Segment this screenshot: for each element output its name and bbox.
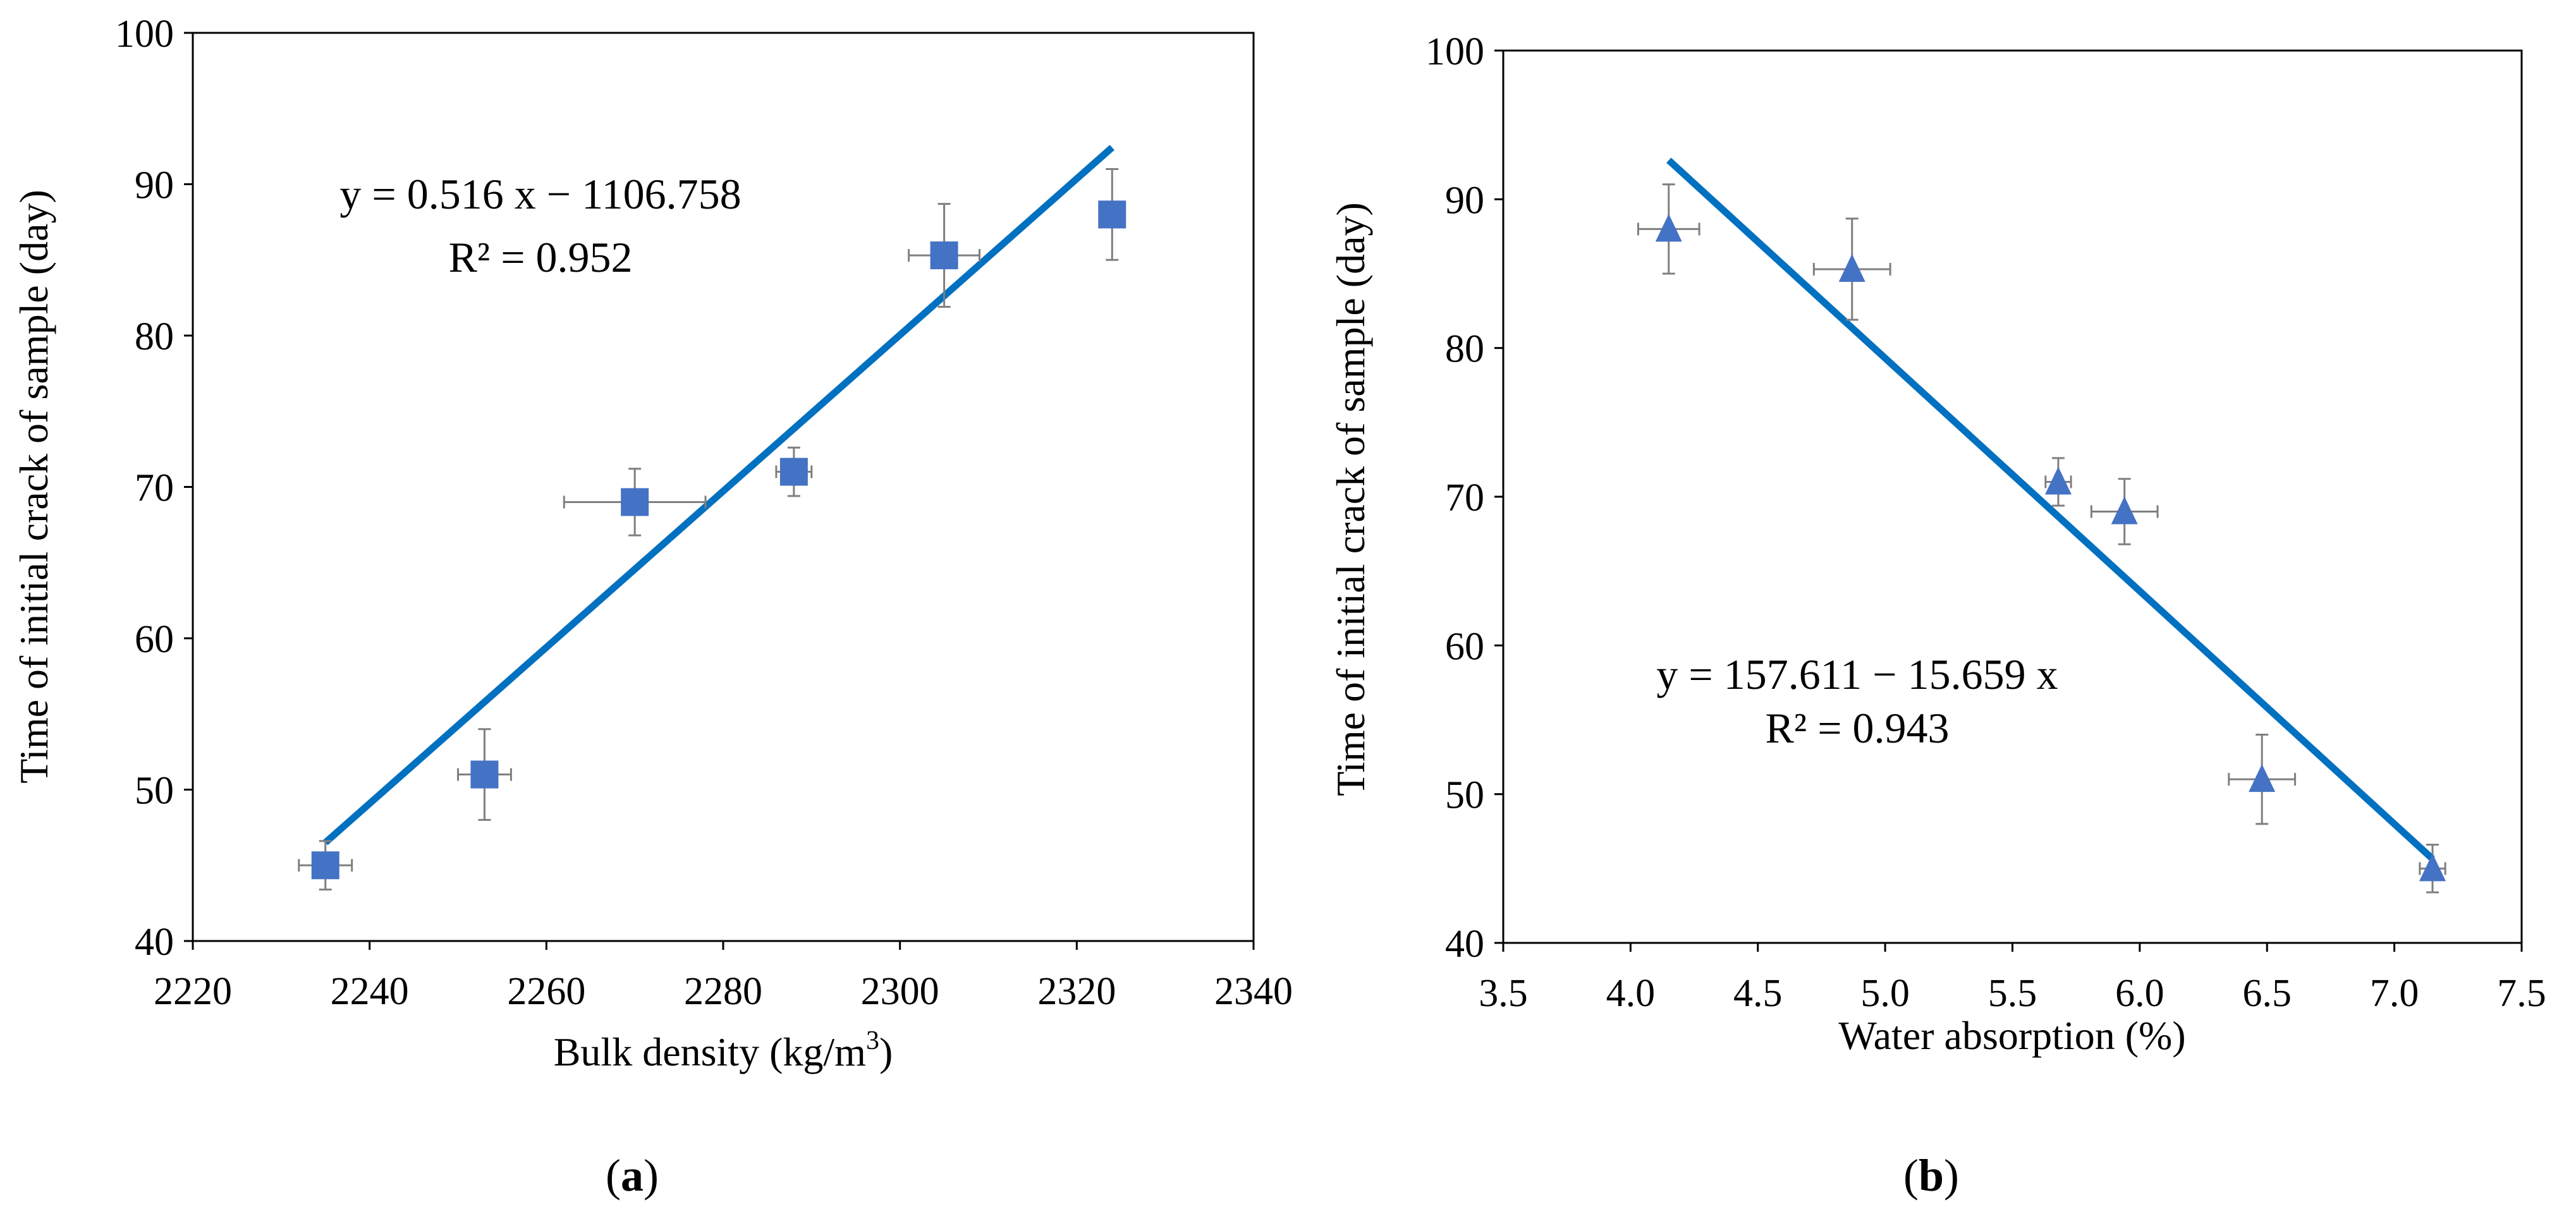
square-marker-a (311, 851, 339, 880)
y-axis-title-b: Time of initial crack of sample (day) (1328, 202, 1373, 796)
x-axis-title-a-text: Bulk density (kg/m (554, 1029, 866, 1074)
x-axis-title-a-close: ) (879, 1029, 893, 1074)
x-tick-label-a: 2300 (861, 970, 939, 1013)
triangle-marker-b (2111, 496, 2138, 525)
x-tick-label-a: 2320 (1037, 970, 1116, 1013)
x-tick-labels-a: 2220 2240 2260 2280 2300 2320 2340 (154, 970, 1293, 1013)
x-tick-label-b: 4.5 (1733, 972, 1783, 1015)
triangle-marker-b (1655, 214, 1682, 242)
data-point-a (457, 728, 512, 821)
data-point-a (563, 468, 707, 537)
data-point-b (2419, 844, 2446, 894)
x-axis-title-b-text: Water absorption (%) (1838, 1013, 2185, 1058)
panel-label-a-open: ( (606, 1150, 621, 1201)
trendline-a (323, 145, 1114, 846)
y-tick-label-b: 70 (1445, 476, 1484, 519)
x-tick-label-b: 7.5 (2497, 972, 2546, 1015)
panel-a-bulk-density: 40 50 60 70 80 90 100 2220 2240 2260 2280 2300 2320… (11, 13, 1293, 1201)
x-tick-label-a: 2220 (154, 970, 232, 1013)
equation-label-b: y = 157.611 − 15.659 x (1656, 650, 2058, 698)
x-tick-label-b: 3.5 (1479, 972, 1528, 1015)
x-tick-label-a: 2340 (1214, 970, 1293, 1013)
triangle-marker-b (2044, 466, 2072, 495)
square-marker-a (779, 458, 808, 486)
data-point-b (2044, 457, 2072, 507)
y-tick-label-a: 70 (135, 467, 174, 510)
x-axis-title-b: Water absorption (%) (1838, 1013, 2185, 1058)
y-tick-labels-b: 40 50 60 70 80 90 100 (1425, 30, 1484, 966)
data-points-b (1637, 183, 2446, 894)
square-marker-a (621, 488, 649, 516)
y-tick-label-a: 80 (135, 315, 174, 358)
trendline-b (1666, 157, 2435, 862)
panel-label-a-close: ) (644, 1150, 659, 1201)
tick-marks-b (1494, 49, 2523, 952)
data-point-a (775, 446, 813, 497)
panel-label-b-letter: b (1919, 1150, 1944, 1201)
x-tick-label-b: 4.0 (1606, 972, 1656, 1015)
square-marker-a (1098, 200, 1126, 229)
data-point-b (2228, 734, 2297, 825)
r2-label-a: R² = 0.952 (448, 233, 632, 281)
data-point-a (1098, 168, 1126, 261)
trendline-b (1666, 157, 2435, 862)
square-marker-a (470, 760, 499, 789)
r2-label-b: R² = 0.943 (1765, 704, 1949, 752)
tick-marks-a (184, 32, 1255, 950)
panel-b-water-absorption: 40 50 60 70 80 90 100 3.5 4.0 4.5 5.0 5.5 6.0 6.5 7.0… (1328, 30, 2546, 1201)
panel-label-a-letter: a (621, 1150, 644, 1201)
panel-label-b-close: ) (1944, 1150, 1959, 1201)
panel-label-b-open: ( (1903, 1150, 1919, 1201)
data-point-b (1812, 217, 1891, 321)
data-point-b (2090, 478, 2159, 545)
x-tick-label-b: 5.5 (1988, 972, 2037, 1015)
y-tick-label-b: 50 (1445, 774, 1484, 817)
data-points-a (298, 168, 1126, 891)
triangle-marker-b (2419, 853, 2446, 882)
x-tick-label-a: 2280 (684, 970, 762, 1013)
trendline-a (323, 145, 1114, 846)
y-tick-label-b: 100 (1425, 30, 1484, 73)
equation-label-a: y = 0.516 x − 1106.758 (339, 170, 741, 218)
x-tick-labels-b: 3.5 4.0 4.5 5.0 5.5 6.0 6.5 7.0 7.5 (1479, 972, 2546, 1015)
y-tick-label-a: 40 (135, 921, 174, 964)
y-tick-label-a: 50 (135, 770, 174, 813)
y-tick-labels-a: 40 50 60 70 80 90 100 (115, 13, 174, 964)
y-axis-title-a: Time of initial crack of sample (day) (11, 190, 56, 784)
panel-label-b: (b) (1903, 1150, 1959, 1201)
triangle-marker-b (1838, 253, 1865, 282)
data-point-b (1637, 183, 1700, 275)
y-tick-label-a: 100 (115, 13, 174, 56)
x-tick-label-b: 6.5 (2243, 972, 2292, 1015)
square-marker-a (930, 241, 958, 270)
x-tick-label-a: 2260 (507, 970, 585, 1013)
y-tick-label-b: 60 (1445, 625, 1484, 668)
y-tick-label-b: 80 (1445, 328, 1484, 371)
x-axis-title-a: Bulk density (kg/m3) (554, 1026, 893, 1074)
y-tick-label-b: 90 (1445, 179, 1484, 222)
panel-label-a: (a) (606, 1150, 659, 1201)
triangle-marker-b (2249, 764, 2276, 792)
y-tick-label-a: 60 (135, 618, 174, 661)
data-point-a (908, 203, 981, 308)
x-tick-label-b: 6.0 (2115, 972, 2164, 1015)
y-tick-label-b: 40 (1445, 923, 1484, 966)
x-axis-title-a-superscript: 3 (866, 1026, 879, 1055)
y-tick-label-a: 90 (135, 164, 174, 207)
x-tick-label-a: 2240 (331, 970, 409, 1013)
x-tick-label-b: 7.0 (2370, 972, 2419, 1015)
data-point-a (298, 840, 353, 891)
x-tick-label-b: 5.0 (1860, 972, 1910, 1015)
